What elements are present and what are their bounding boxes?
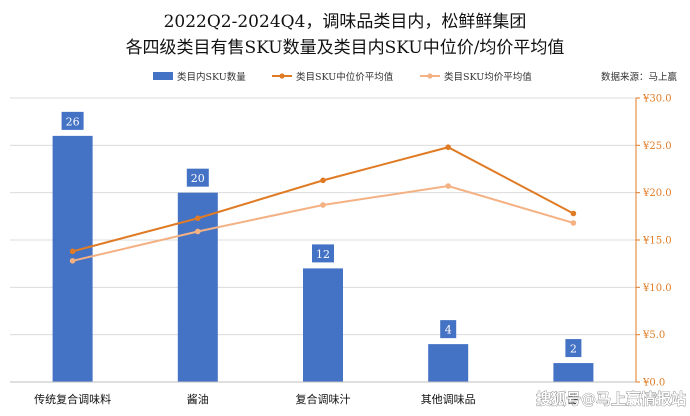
bar-label-box: [186, 168, 209, 187]
x-tick-label: 复合调味汁: [296, 392, 351, 406]
bars: 26 20 12 4 2: [52, 111, 594, 382]
point-mean: [570, 220, 577, 226]
bar-value-label: 2: [570, 343, 577, 356]
bar-label-box: [61, 111, 84, 130]
legend-swatch-bar: [153, 72, 173, 80]
bar: [303, 268, 343, 382]
point-median: [69, 248, 76, 255]
bar-label-box: [565, 339, 582, 358]
bar-value-label: 20: [191, 172, 205, 185]
legend-label-bar: 类目内SKU数量: [177, 71, 246, 83]
x-axis: 传统复合调味料 酱油 复合调味汁 其他调味品 醋: [10, 381, 636, 406]
x-tick-label: 醋: [568, 392, 579, 406]
point-median: [445, 144, 452, 151]
point-mean: [69, 258, 76, 264]
bar: [553, 363, 594, 382]
point-median: [195, 215, 201, 222]
point-mean: [445, 183, 452, 189]
bar-label-box: [440, 320, 457, 339]
bar-value-label: 12: [316, 248, 330, 261]
legend-label-mean: 类目SKU均价平均值: [444, 71, 532, 83]
watermark: 搜狐号@马上赢情报站: [536, 390, 686, 408]
series-line-median: [72, 146, 574, 253]
bar-label-box: [312, 244, 334, 263]
y-tick-label: ¥0.0: [642, 378, 665, 389]
legend-label-median: 类目SKU中位价平均值: [296, 71, 394, 83]
y-tick-label: ¥25.0: [642, 141, 672, 152]
bar: [428, 344, 469, 382]
chart-title-line1: 2022Q2-2024Q4，调味品类目内，松鲜鲜集团: [164, 12, 527, 32]
bar: [177, 192, 218, 382]
bar-value-label: 4: [445, 324, 452, 337]
bar-value-label: 26: [66, 115, 80, 128]
point-mean: [195, 228, 201, 235]
chart-title-line2: 各四级类目有售SKU数量及类目内SKU中位价/均价平均值: [126, 38, 565, 58]
point-median: [570, 210, 577, 217]
y-axis-right: ¥0.0 ¥5.0 ¥10.0 ¥15.0 ¥20.0 ¥25.0 ¥30.0: [635, 94, 672, 389]
y-tick-label: ¥5.0: [642, 330, 665, 341]
legend-marker-median: [279, 73, 285, 79]
y-tick-label: ¥10.0: [642, 283, 672, 294]
point-median: [320, 177, 326, 184]
x-tick-label: 酱油: [187, 392, 209, 406]
legend-marker-mean: [427, 73, 433, 79]
y-tick-label: ¥30.0: [642, 94, 672, 105]
x-tick-label: 其他调味品: [421, 393, 476, 406]
y-tick-label: ¥15.0: [642, 236, 672, 247]
x-tick-label: 传统复合调味料: [34, 392, 111, 406]
y-tick-label: ¥20.0: [642, 188, 672, 199]
lines: [69, 144, 577, 264]
legend: 类目内SKU数量 类目SKU中位价平均值 类目SKU均价平均值: [153, 71, 532, 83]
data-source: 数据来源：马上赢: [601, 71, 678, 83]
point-mean: [320, 202, 326, 208]
